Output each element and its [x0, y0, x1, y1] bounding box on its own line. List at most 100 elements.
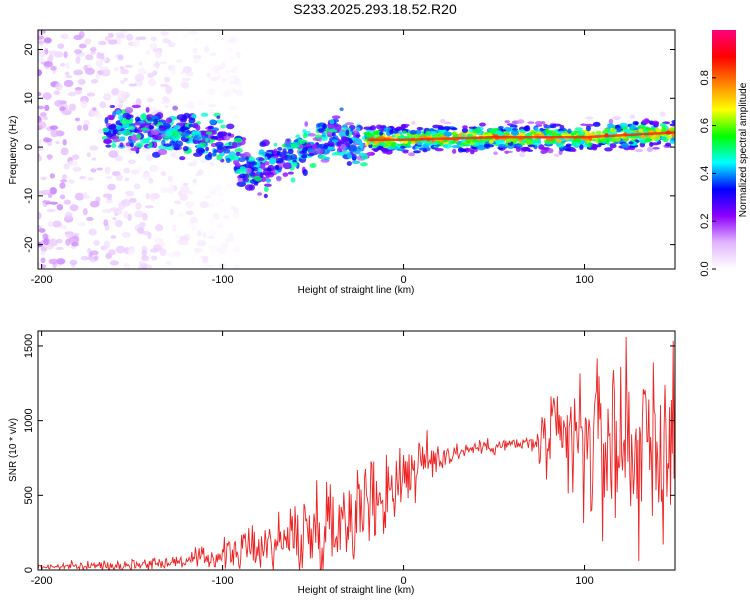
noise-blob	[217, 74, 222, 79]
noise-blob	[98, 40, 107, 46]
track-blob	[651, 120, 660, 126]
spectrogram-frame	[37, 29, 676, 270]
noise-blob	[111, 88, 120, 96]
noise-blob	[148, 177, 154, 184]
noise-blob	[192, 57, 200, 64]
noise-blob	[44, 48, 49, 55]
dispersed-blob	[165, 117, 173, 124]
noise-blob	[207, 104, 217, 108]
dispersed-blob	[265, 178, 272, 183]
dispersed-blob	[290, 177, 296, 183]
track-blob	[493, 151, 498, 156]
noise-blob	[60, 225, 67, 230]
noise-blob	[38, 211, 42, 220]
dispersed-blob	[151, 115, 159, 120]
track-blob	[409, 129, 417, 135]
noise-blob	[203, 257, 208, 261]
dispersed-blob	[275, 157, 284, 164]
dispersed-blob	[258, 149, 265, 155]
noise-blob	[41, 264, 47, 269]
noise-blob	[160, 171, 167, 176]
noise-blob	[209, 52, 217, 57]
dispersed-blob	[105, 144, 112, 148]
snr-x-tick-label: 0	[400, 575, 406, 587]
noise-blob	[115, 245, 126, 254]
dispersed-blob	[318, 154, 327, 160]
noise-blob	[208, 244, 219, 253]
noise-blob	[160, 83, 169, 88]
dispersed-blob	[115, 109, 122, 115]
noise-blob	[196, 239, 207, 247]
noise-blob	[132, 39, 140, 48]
track-blob	[543, 123, 548, 127]
track-blob	[437, 126, 447, 130]
dispersed-blob	[135, 142, 144, 148]
dispersed-blob	[245, 167, 252, 174]
noise-blob	[56, 204, 63, 211]
track-blob	[517, 119, 525, 124]
dispersed-blob	[176, 114, 187, 121]
colorbar-title: Normalized spectral amplitude	[738, 82, 749, 217]
noise-blob	[137, 227, 145, 235]
noise-blob	[46, 208, 56, 213]
noise-blob	[136, 166, 143, 172]
dispersed-blob	[216, 154, 223, 161]
dispersed-blob	[182, 145, 189, 152]
noise-blob	[196, 101, 206, 107]
noise-blob	[113, 67, 119, 72]
noise-blob	[149, 43, 158, 50]
spectrogram-x-axis-title: Height of straight line (km)	[298, 285, 415, 296]
dispersed-blob	[307, 153, 315, 157]
dispersed-blob	[110, 135, 120, 141]
noise-blob	[207, 229, 217, 237]
dispersed-blob	[282, 148, 287, 154]
noise-blob	[57, 43, 65, 49]
spectrogram-marks	[38, 30, 675, 269]
noise-blob	[86, 152, 91, 158]
noise-blob	[178, 212, 184, 218]
track-blob	[497, 143, 506, 148]
noise-blob	[82, 208, 88, 216]
dispersed-blob	[263, 186, 269, 193]
noise-blob	[92, 107, 97, 112]
noise-blob	[169, 183, 174, 191]
noise-blob	[47, 220, 54, 227]
noise-blob	[42, 92, 52, 100]
noise-blob	[171, 68, 176, 75]
track-blob	[555, 139, 562, 144]
noise-blob	[38, 121, 47, 129]
noise-blob	[63, 199, 72, 205]
noise-blob	[41, 189, 51, 196]
noise-blob	[42, 200, 51, 204]
noise-blob	[38, 57, 45, 63]
noise-blob	[59, 182, 66, 189]
noise-blob	[224, 237, 230, 244]
noise-blob	[114, 98, 120, 106]
dispersed-blob	[205, 131, 213, 135]
track-blob	[580, 123, 587, 126]
noise-blob	[117, 90, 127, 99]
track-blob	[607, 123, 615, 129]
dispersed-blob	[134, 116, 141, 122]
dispersed-blob	[158, 124, 164, 129]
track-blob	[507, 144, 515, 149]
track-blob	[533, 133, 540, 137]
track-blob	[370, 125, 377, 131]
dispersed-blob	[304, 121, 309, 127]
track-blob	[670, 137, 675, 141]
dispersed-blob	[174, 124, 181, 130]
noise-blob	[135, 202, 142, 210]
noise-blob	[216, 201, 221, 207]
noise-blob	[114, 219, 123, 228]
colorbar-axes: 0.0 0.2 0.4 0.6 0.8	[699, 70, 716, 277]
track-blob	[368, 143, 373, 149]
noise-blob	[38, 154, 42, 162]
track-blob	[452, 131, 457, 136]
track-blob	[443, 143, 452, 149]
dispersed-blob	[259, 172, 264, 179]
noise-blob	[54, 99, 64, 107]
noise-blob	[43, 238, 50, 246]
track-blob	[429, 130, 437, 135]
